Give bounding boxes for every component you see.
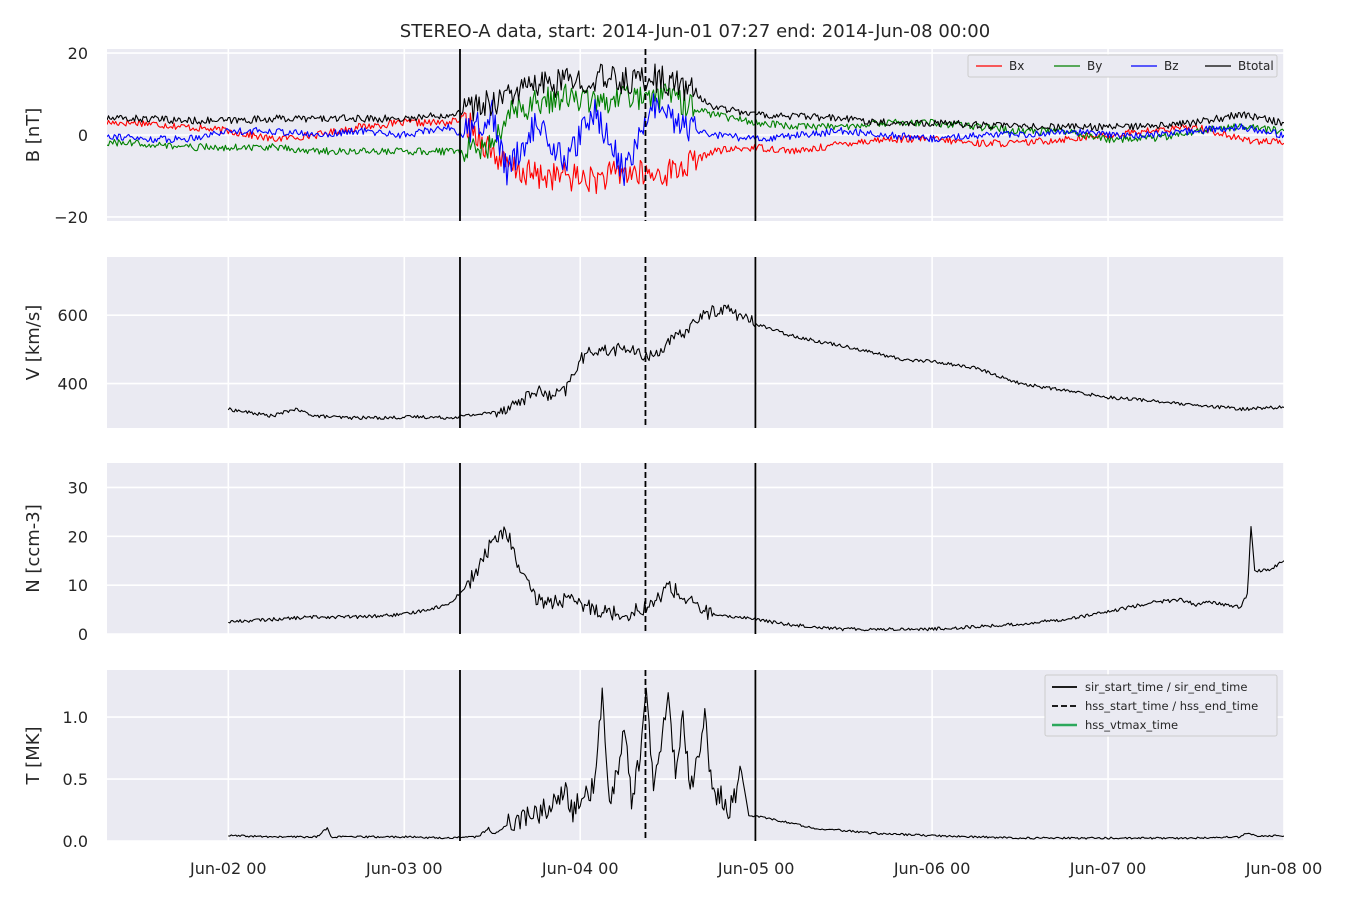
y-tick-label: 1.0 [63, 708, 88, 727]
panel-T: 1.0 0.5 0.0 T [MK] Jun-02 00 Jun-03 00 Jun-04 … [23, 670, 1322, 878]
y-axis-label: B [nT] [23, 108, 44, 163]
figure-title: STEREO-A data, start: 2014-Jun-01 07:27 … [400, 21, 990, 42]
y-axis-label: V [km/s] [23, 305, 44, 380]
series-n [228, 526, 1284, 632]
y-tick-label: 20 [68, 527, 88, 546]
x-tick-label: Jun-06 00 [893, 859, 971, 878]
x-tick-label: Jun-03 00 [365, 859, 443, 878]
legend-box [967, 54, 1278, 78]
legend-label-btotal: Btotal [1238, 59, 1274, 73]
legend-label: sir_start_time / sir_end_time [1085, 680, 1247, 694]
y-tick-label: 30 [68, 478, 88, 497]
legend-label: hss_vtmax_time [1085, 718, 1178, 732]
series-bz [107, 93, 1284, 187]
series-by [107, 83, 1284, 162]
legend-label-by: By [1087, 59, 1102, 73]
y-tick-label: 0.5 [63, 770, 88, 789]
y-axis-label: T [MK] [23, 726, 44, 785]
y-tick-label: 0.0 [63, 832, 88, 851]
x-tick-label: Jun-08 00 [1245, 859, 1323, 878]
panel-N: 30 20 10 0 N [ccm-3] [23, 463, 1285, 644]
y-tick-label: 600 [57, 306, 88, 325]
legend-b: Bx By Bz Btotal [967, 54, 1278, 78]
panel-B: 20 0 −20 B [nT] Bx By Bz Btotal [23, 44, 1285, 227]
series-group [107, 63, 1284, 195]
y-tick-label: −20 [54, 208, 88, 227]
y-tick-label: 10 [68, 576, 88, 595]
x-tick-label: Jun-05 00 [717, 859, 795, 878]
y-tick-label: 0 [78, 625, 88, 644]
series-btotal [107, 63, 1284, 132]
y-tick-label: 0 [78, 126, 88, 145]
series-group [228, 526, 1284, 632]
x-tick-label: Jun-07 00 [1069, 859, 1147, 878]
panel-V: 600 400 V [km/s] [23, 257, 1285, 428]
legend-events: sir_start_time / sir_end_time hss_start_t… [1044, 674, 1278, 737]
y-tick-label: 400 [57, 375, 88, 394]
x-tick-label: Jun-04 00 [541, 859, 619, 878]
plot-area-N [107, 463, 1284, 634]
legend-label-bx: Bx [1009, 59, 1024, 73]
x-tick-label: Jun-02 00 [189, 859, 267, 878]
legend-box [1044, 674, 1278, 737]
legend-label: hss_start_time / hss_end_time [1085, 699, 1258, 713]
legend-label-bz: Bz [1164, 59, 1179, 73]
plot-area-V [107, 257, 1284, 428]
series-bx [107, 112, 1284, 195]
y-axis-label: N [ccm-3] [23, 504, 44, 593]
panels: 20 0 −20 B [nT] Bx By Bz Btotal 600 400 V [km/s] 30… [23, 44, 1322, 878]
y-tick-label: 20 [68, 44, 88, 63]
